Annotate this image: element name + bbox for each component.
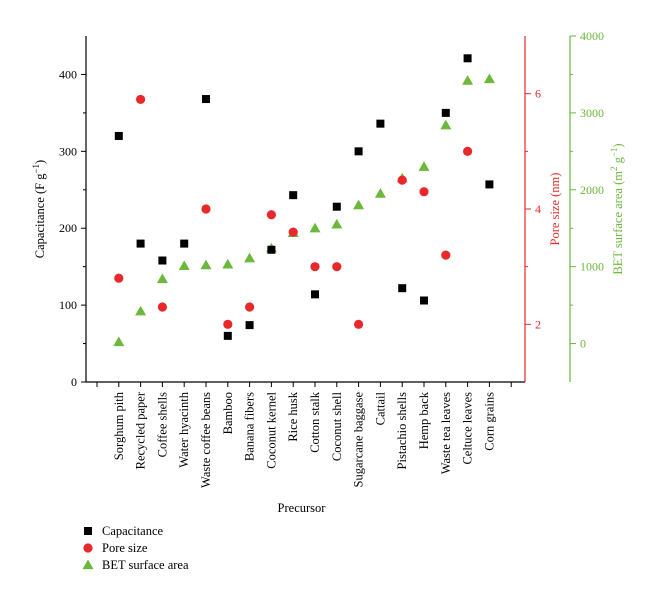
capacitance-point	[289, 191, 298, 200]
pore-size-point	[354, 319, 364, 329]
x-tick-label: Water hyacinth	[177, 391, 191, 467]
bet-tick-label: 1000	[580, 260, 604, 274]
pore-size-point	[136, 94, 146, 105]
capacitance-point	[136, 239, 145, 248]
bet-surface-area-point	[440, 119, 452, 130]
pore-size-point	[441, 250, 451, 260]
bet-surface-area-point	[418, 161, 430, 171]
capacitance-point	[245, 321, 254, 330]
capacitance-point	[354, 147, 363, 156]
capacitance-point	[311, 290, 319, 299]
pore-size-point	[419, 187, 429, 197]
left-tick-label: 0	[71, 375, 77, 389]
x-tick-label: Coconut kernel	[264, 391, 278, 468]
left-axis-title: Capacitance (F g−1)	[31, 160, 47, 258]
legend: Capacitance Pore size BET surface area	[82, 524, 189, 572]
x-tick-label: Waste tea leaves	[439, 392, 453, 474]
legend-marker-bet-surface-area	[82, 559, 94, 570]
capacitance-point	[223, 331, 232, 340]
chart-marks	[113, 54, 495, 347]
capacitance-point	[158, 256, 167, 265]
bet-tick-label: 0	[580, 337, 586, 351]
pore-size-point	[332, 262, 342, 272]
left-tick-label: 400	[59, 67, 77, 81]
bet-surface-area-point	[374, 188, 386, 198]
axes: Sorghum pith Recycled paper Coffee shells W…	[31, 29, 625, 515]
pore-size-point	[463, 146, 473, 156]
pore-size-point	[310, 262, 320, 272]
x-tick-label: Sorghum pith	[112, 391, 126, 460]
pore-size-point	[288, 227, 298, 237]
x-tick-label: Celtuce leaves	[461, 392, 475, 465]
pore-size-point	[201, 204, 211, 214]
pore-tick-label: 6	[535, 87, 541, 101]
capacitance-point	[114, 131, 123, 140]
bet-surface-area-point	[244, 252, 256, 263]
capacitance-point	[398, 284, 407, 293]
bet-surface-area-point	[309, 222, 321, 233]
capacitance-point	[202, 95, 210, 104]
pore-size-point	[266, 210, 276, 220]
bet-tick-label: 4000	[580, 29, 604, 43]
pore-size-point	[157, 302, 167, 312]
bet-surface-area-point	[113, 336, 125, 347]
capacitance-point	[463, 54, 472, 63]
x-tick-label: Rice husk	[286, 391, 300, 441]
x-axis-title: Precursor	[278, 501, 327, 515]
bet-surface-area-point	[222, 258, 234, 269]
legend-marker-pore-size	[83, 543, 93, 553]
bet-surface-area-point	[200, 259, 212, 270]
bet-surface-area-point	[353, 199, 365, 210]
capacitance-point	[485, 180, 494, 189]
x-tick-label: Coffee shells	[155, 392, 169, 458]
bet-surface-area-point	[178, 260, 190, 271]
bet-surface-area-point	[483, 73, 495, 84]
bet-surface-area-point	[462, 75, 474, 85]
series-bet-surface-area	[113, 73, 495, 347]
pore-size-point	[245, 302, 255, 312]
left-tick-label: 100	[59, 298, 77, 312]
bet-surface-area-point	[331, 218, 343, 229]
x-tick-label: Cotton stalk	[308, 391, 322, 453]
capacitance-point	[441, 108, 450, 117]
series-capacitance	[114, 54, 494, 340]
legend-label: BET surface area	[102, 558, 189, 572]
bet-surface-area-point	[135, 305, 147, 316]
x-tick-label: Banana fibers	[243, 392, 257, 461]
x-tick-label: Sugarcane baggase	[352, 392, 366, 488]
bet-axis-title: BET surface area (m2 g−1)	[609, 143, 625, 274]
bet-tick-label: 3000	[580, 106, 604, 120]
bet-surface-area-point	[156, 273, 168, 284]
legend-label: Pore size	[102, 541, 148, 555]
left-tick-label: 200	[59, 221, 77, 235]
capacitance-point	[376, 119, 385, 128]
capacitance-point	[420, 296, 428, 305]
pore-axis-title: Pore size (nm)	[548, 173, 562, 246]
legend-label: Capacitance	[102, 524, 164, 538]
pore-size-point	[223, 319, 233, 329]
left-tick-label: 300	[59, 144, 77, 158]
pore-tick-label: 4	[535, 202, 541, 216]
x-tick-label: Waste coffee beans	[199, 392, 213, 488]
series-pore-size	[114, 94, 473, 329]
x-tick-label: Corn grains	[482, 392, 496, 451]
bet-tick-label: 2000	[580, 183, 604, 197]
pore-tick-label: 2	[535, 317, 541, 331]
x-tick-label: Recycled paper	[134, 391, 148, 469]
x-tick-label: Hemp back	[417, 391, 431, 449]
x-tick-label: Cattail	[373, 391, 387, 425]
x-tick-label: Bamboo	[221, 392, 235, 434]
capacitance-point	[180, 239, 189, 248]
x-tick-label: Pistachio shells	[395, 392, 409, 470]
capacitance-point	[267, 245, 276, 254]
legend-marker-capacitance	[84, 527, 92, 535]
pore-size-point	[397, 175, 407, 185]
pore-size-point	[114, 273, 124, 283]
x-tick-label: Coconut shell	[330, 391, 344, 461]
capacitance-point	[332, 202, 341, 211]
